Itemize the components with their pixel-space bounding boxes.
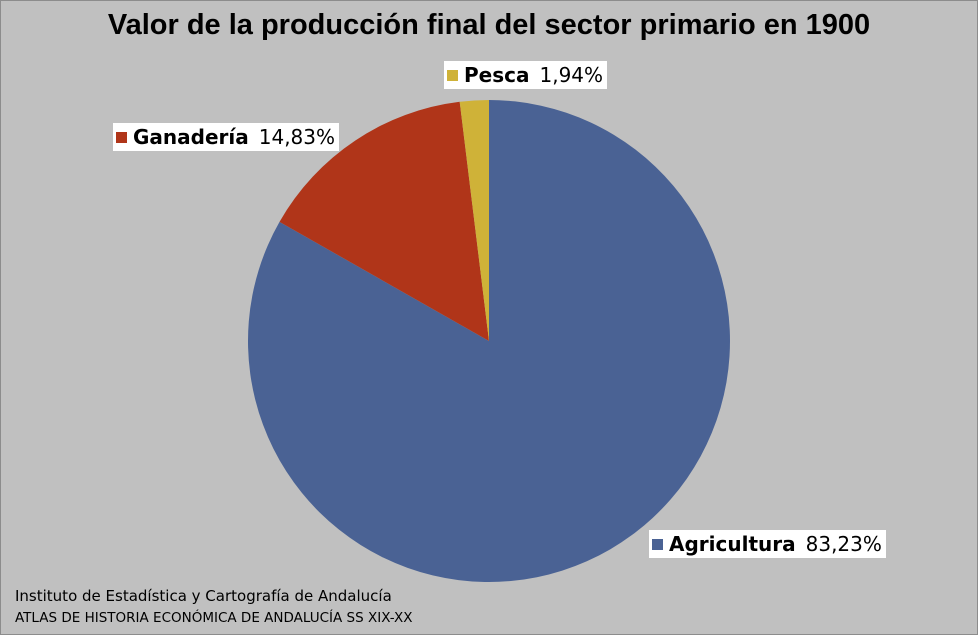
legend-swatch-pesca bbox=[447, 69, 458, 81]
slice-value-agricultura: 83,23% bbox=[805, 532, 882, 556]
slice-name-pesca: Pesca bbox=[464, 63, 530, 87]
slice-label-pesca: Pesca 1,94% bbox=[444, 61, 608, 89]
pie-slice-agricultura bbox=[248, 100, 731, 583]
slice-label-ganaderia: Ganadería 14,83% bbox=[113, 123, 340, 151]
source-line-1: Instituto de Estadística y Cartografía d… bbox=[15, 587, 392, 605]
pie-slice-ganaderia bbox=[279, 101, 489, 341]
slice-value-pesca: 1,94% bbox=[539, 63, 604, 87]
slice-name-ganaderia: Ganadería bbox=[133, 125, 249, 149]
legend-swatch-agricultura bbox=[652, 538, 663, 550]
source-line-2: ATLAS DE HISTORIA ECONÓMICA DE ANDALUCÍA… bbox=[15, 610, 413, 626]
chart-title: Valor de la producción final del sector … bbox=[107, 9, 871, 41]
legend-swatch-ganaderia bbox=[116, 131, 127, 143]
source-note: Instituto de Estadística y Cartografía d… bbox=[15, 585, 412, 629]
slice-name-agricultura: Agricultura bbox=[669, 532, 796, 556]
slice-value-ganaderia: 14,83% bbox=[258, 125, 336, 149]
slice-label-agricultura: Agricultura 83,23% bbox=[649, 530, 886, 558]
pie-slice-pesca bbox=[459, 100, 489, 341]
